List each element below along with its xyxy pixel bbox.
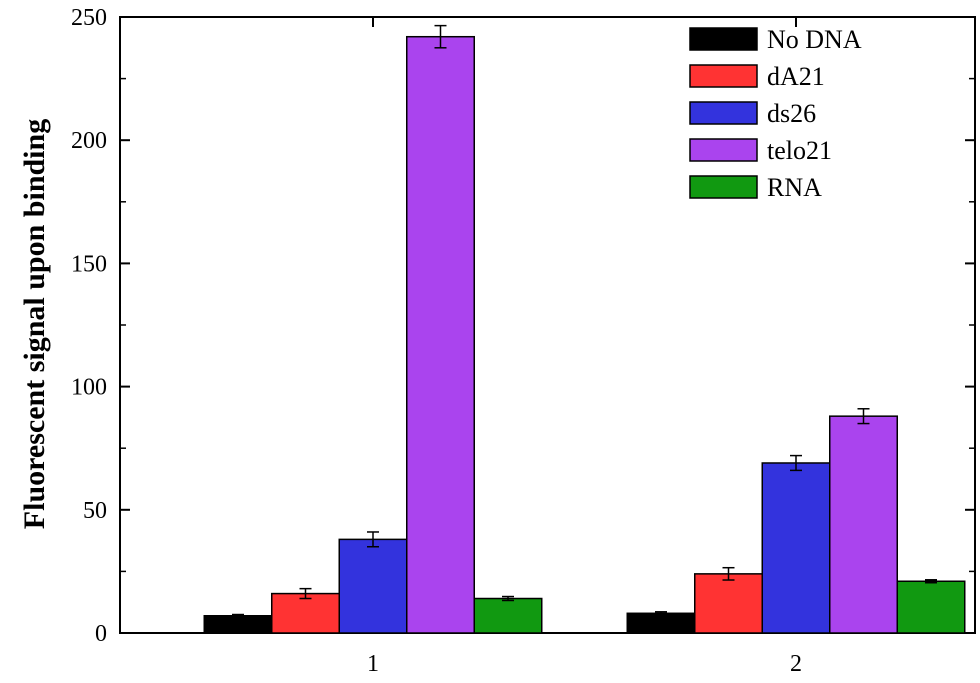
- bar: [761, 462, 831, 634]
- legend-swatch: [689, 138, 758, 162]
- legend-label: telo21: [767, 136, 832, 165]
- legend-swatch: [689, 64, 758, 88]
- bar: [626, 612, 696, 634]
- legend-label: RNA: [767, 173, 822, 202]
- y-tick-label: 200: [71, 128, 107, 154]
- bar: [271, 592, 340, 634]
- bar: [829, 415, 898, 634]
- legend-label: dA21: [767, 62, 825, 91]
- legend-label: No DNA: [767, 25, 862, 54]
- bar: [694, 573, 763, 634]
- bar: [473, 597, 543, 634]
- legend-swatch: [689, 175, 758, 199]
- y-tick-label: 100: [71, 375, 107, 401]
- x-tick-label: 2: [790, 651, 802, 677]
- legend-label: ds26: [767, 99, 816, 128]
- legend-swatch: [689, 101, 758, 125]
- y-tick-label: 0: [95, 621, 107, 647]
- y-tick-label: 250: [71, 5, 107, 31]
- x-tick-label: 1: [367, 651, 379, 677]
- bar: [406, 35, 475, 634]
- y-tick-label: 150: [71, 251, 107, 277]
- legend-swatch: [689, 27, 758, 51]
- y-tick-label: 50: [83, 498, 107, 524]
- y-axis-title: Fluorescent signal upon binding: [18, 119, 51, 529]
- bar: [338, 538, 408, 634]
- bar: [203, 615, 273, 634]
- bar: [896, 580, 966, 634]
